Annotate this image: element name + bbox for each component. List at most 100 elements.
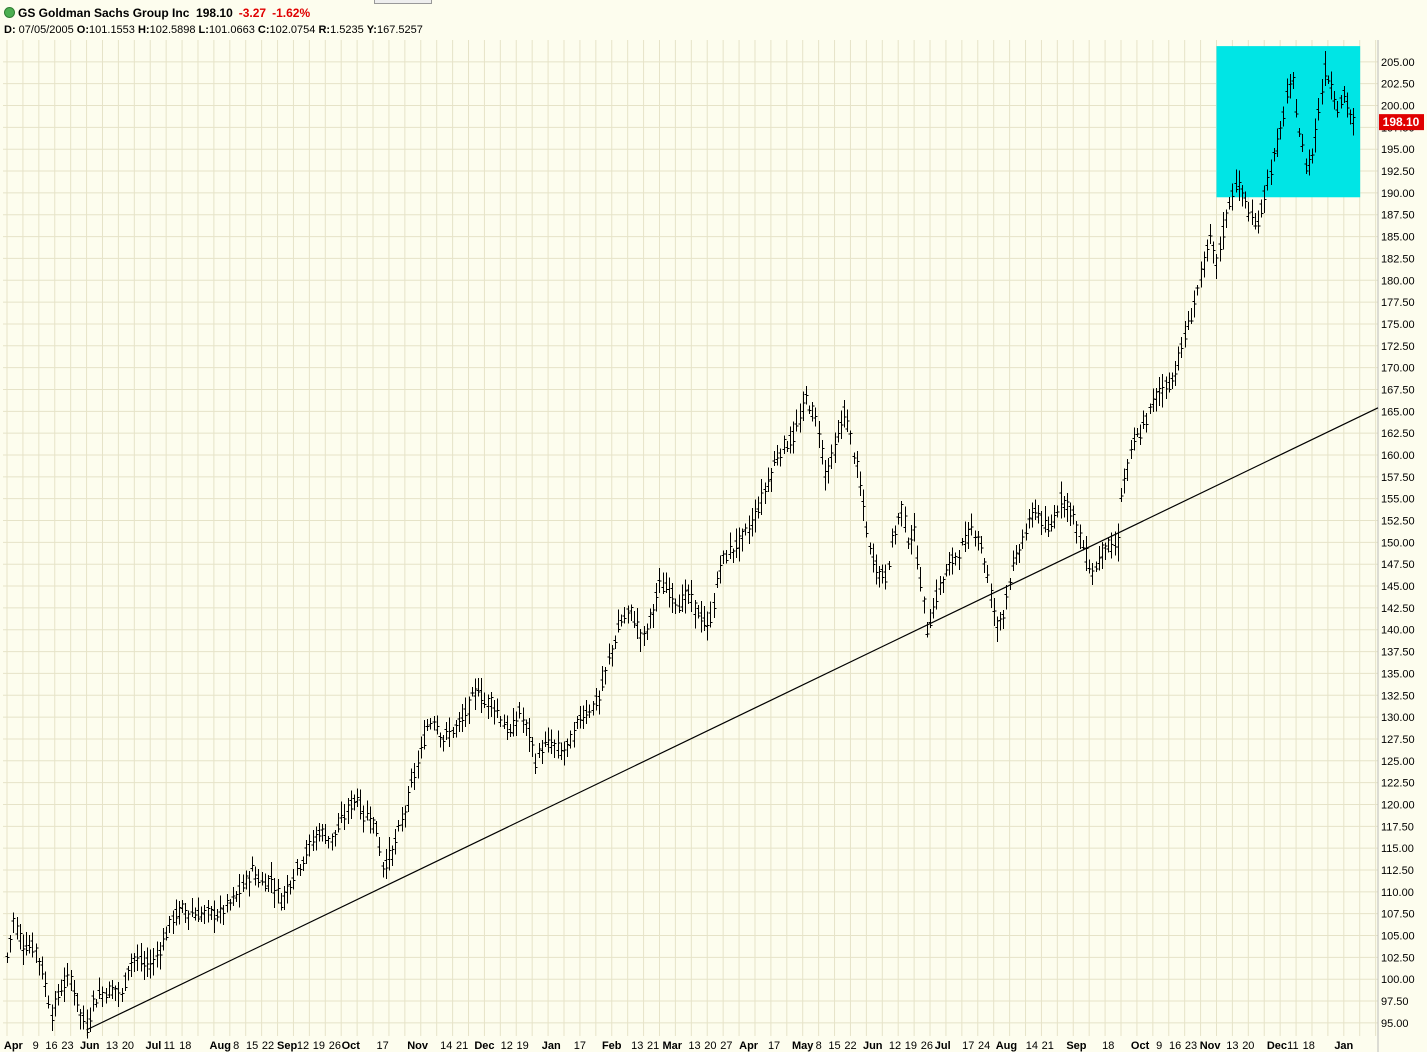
ohlc-bar bbox=[333, 830, 338, 847]
y-tick-label: 112.50 bbox=[1381, 865, 1414, 877]
ohlc-bar bbox=[1001, 609, 1006, 629]
ohlc-bar bbox=[562, 741, 567, 766]
ohlc-bar bbox=[113, 985, 118, 1002]
ohlc-bar bbox=[508, 724, 513, 737]
ohlc-label-low: L: bbox=[198, 24, 209, 36]
ohlc-bar bbox=[1014, 544, 1019, 565]
ohlc-bar bbox=[839, 410, 844, 439]
ohlc-bar bbox=[1285, 78, 1290, 104]
ohlc-bar bbox=[1046, 516, 1051, 537]
ohlc-bar bbox=[342, 804, 347, 830]
ohlc-bar bbox=[46, 995, 51, 1009]
ohlc-bar bbox=[1291, 72, 1296, 90]
trend-line[interactable] bbox=[86, 407, 1379, 1031]
ohlc-bar bbox=[56, 983, 61, 1006]
ohlc-bar bbox=[180, 900, 185, 913]
highlight-box[interactable] bbox=[1216, 46, 1361, 198]
ohlc-bar bbox=[476, 678, 481, 697]
ohlc-bar bbox=[30, 932, 35, 958]
ohlc-bar bbox=[1122, 468, 1127, 494]
x-tick-label: Jun bbox=[863, 1040, 883, 1052]
ohlc-bar bbox=[950, 547, 955, 575]
ohlc-bar bbox=[635, 607, 640, 639]
ohlc-bar bbox=[998, 611, 1003, 631]
toolbar-tab[interactable] bbox=[374, 0, 432, 4]
ohlc-bar bbox=[135, 944, 140, 972]
ohlc-bar bbox=[836, 419, 841, 443]
ohlc-bar bbox=[887, 561, 892, 570]
ohlc-bar bbox=[537, 742, 542, 758]
ohlc-bar bbox=[858, 471, 863, 497]
ohlc-bar bbox=[361, 805, 366, 833]
ohlc-bar bbox=[1332, 91, 1337, 110]
ohlc-bar bbox=[1129, 439, 1134, 459]
ohlc-value-range: 1.5235 bbox=[330, 24, 364, 36]
y-tick-label: 140.00 bbox=[1381, 625, 1415, 637]
y-tick-label: 117.50 bbox=[1381, 821, 1414, 833]
ohlc-bar bbox=[1081, 540, 1086, 551]
ohlc-bar bbox=[607, 643, 612, 665]
x-tick-label: Jan bbox=[542, 1040, 561, 1052]
ohlc-bar bbox=[155, 941, 160, 968]
x-tick-label: 18 bbox=[1102, 1040, 1114, 1052]
ohlc-bar bbox=[953, 552, 958, 566]
ohlc-bar bbox=[530, 736, 535, 758]
ohlc-bar bbox=[330, 833, 335, 851]
ohlc-label-close: C: bbox=[257, 24, 270, 36]
ohlc-bar bbox=[444, 722, 449, 741]
ohlc-bar bbox=[1017, 544, 1022, 564]
ohlc-bar bbox=[81, 1005, 86, 1030]
ohlc-bar bbox=[291, 869, 296, 890]
ohlc-bar bbox=[734, 528, 739, 558]
x-tick-label: 16 bbox=[1169, 1040, 1181, 1052]
status-dot-icon bbox=[4, 7, 15, 18]
ohlc-bar bbox=[21, 934, 26, 966]
ohlc-bar bbox=[1265, 169, 1270, 191]
ohlc-bar bbox=[234, 890, 239, 903]
x-axis: Apr 9 16 23 Jun 13 20 Jul 11 18 Aug 8 15 22 Sep 12 19 26 O… bbox=[4, 1040, 1354, 1052]
ohlc-bar bbox=[454, 720, 459, 738]
ohlc-bar bbox=[72, 980, 77, 1006]
ohlc-bar bbox=[769, 468, 774, 493]
x-tick-label: 16 bbox=[45, 1040, 57, 1052]
ohlc-bar bbox=[1106, 536, 1111, 553]
ohlc-bar bbox=[247, 871, 252, 897]
ohlc-bar bbox=[1164, 376, 1169, 399]
ohlc-bar bbox=[400, 807, 405, 832]
ohlc-bar bbox=[931, 598, 936, 619]
y-tick-label: 137.50 bbox=[1381, 647, 1415, 659]
ohlc-bar bbox=[1176, 346, 1181, 371]
ohlc-bar bbox=[855, 451, 860, 478]
ohlc-bar bbox=[969, 513, 974, 536]
ohlc-bar bbox=[432, 715, 437, 731]
ohlc-bar bbox=[756, 496, 761, 519]
ohlc-value-high: 102.5898 bbox=[149, 24, 196, 36]
ohlc-bar bbox=[979, 535, 984, 554]
y-tick-label: 122.50 bbox=[1381, 778, 1415, 790]
x-tick-label: Jul bbox=[935, 1040, 951, 1052]
ohlc-bar bbox=[167, 916, 172, 933]
y-tick-label: 105.00 bbox=[1381, 931, 1415, 943]
ohlc-bar bbox=[845, 409, 850, 432]
ohlc-bar bbox=[1259, 199, 1264, 218]
ohlc-bar bbox=[212, 900, 217, 934]
ohlc-bar bbox=[495, 698, 500, 718]
y-tick-label: 175.00 bbox=[1381, 319, 1415, 331]
y-tick-label: 187.50 bbox=[1381, 210, 1415, 222]
ohlc-bar bbox=[686, 584, 691, 605]
ohlc-bar bbox=[24, 931, 29, 956]
ohlc-bar bbox=[339, 801, 344, 824]
ohlc-bar bbox=[934, 579, 939, 610]
ohlc-bar bbox=[1275, 128, 1280, 158]
ohlc-bar bbox=[651, 604, 656, 628]
ohlc-bar bbox=[479, 677, 484, 714]
x-tick-label: 27 bbox=[720, 1040, 732, 1052]
ohlc-bar bbox=[142, 951, 147, 980]
ohlc-bar bbox=[957, 549, 962, 571]
y-tick-label: 167.50 bbox=[1381, 384, 1415, 396]
ohlc-bar bbox=[202, 905, 207, 925]
x-tick-label: Dec bbox=[474, 1040, 494, 1052]
x-tick-label: 22 bbox=[262, 1040, 274, 1052]
ohlc-bar bbox=[69, 970, 74, 992]
